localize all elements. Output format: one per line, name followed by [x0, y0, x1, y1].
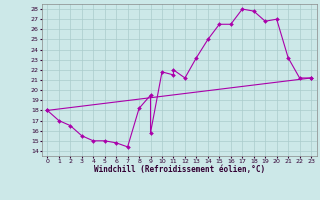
X-axis label: Windchill (Refroidissement éolien,°C): Windchill (Refroidissement éolien,°C) [94, 165, 265, 174]
